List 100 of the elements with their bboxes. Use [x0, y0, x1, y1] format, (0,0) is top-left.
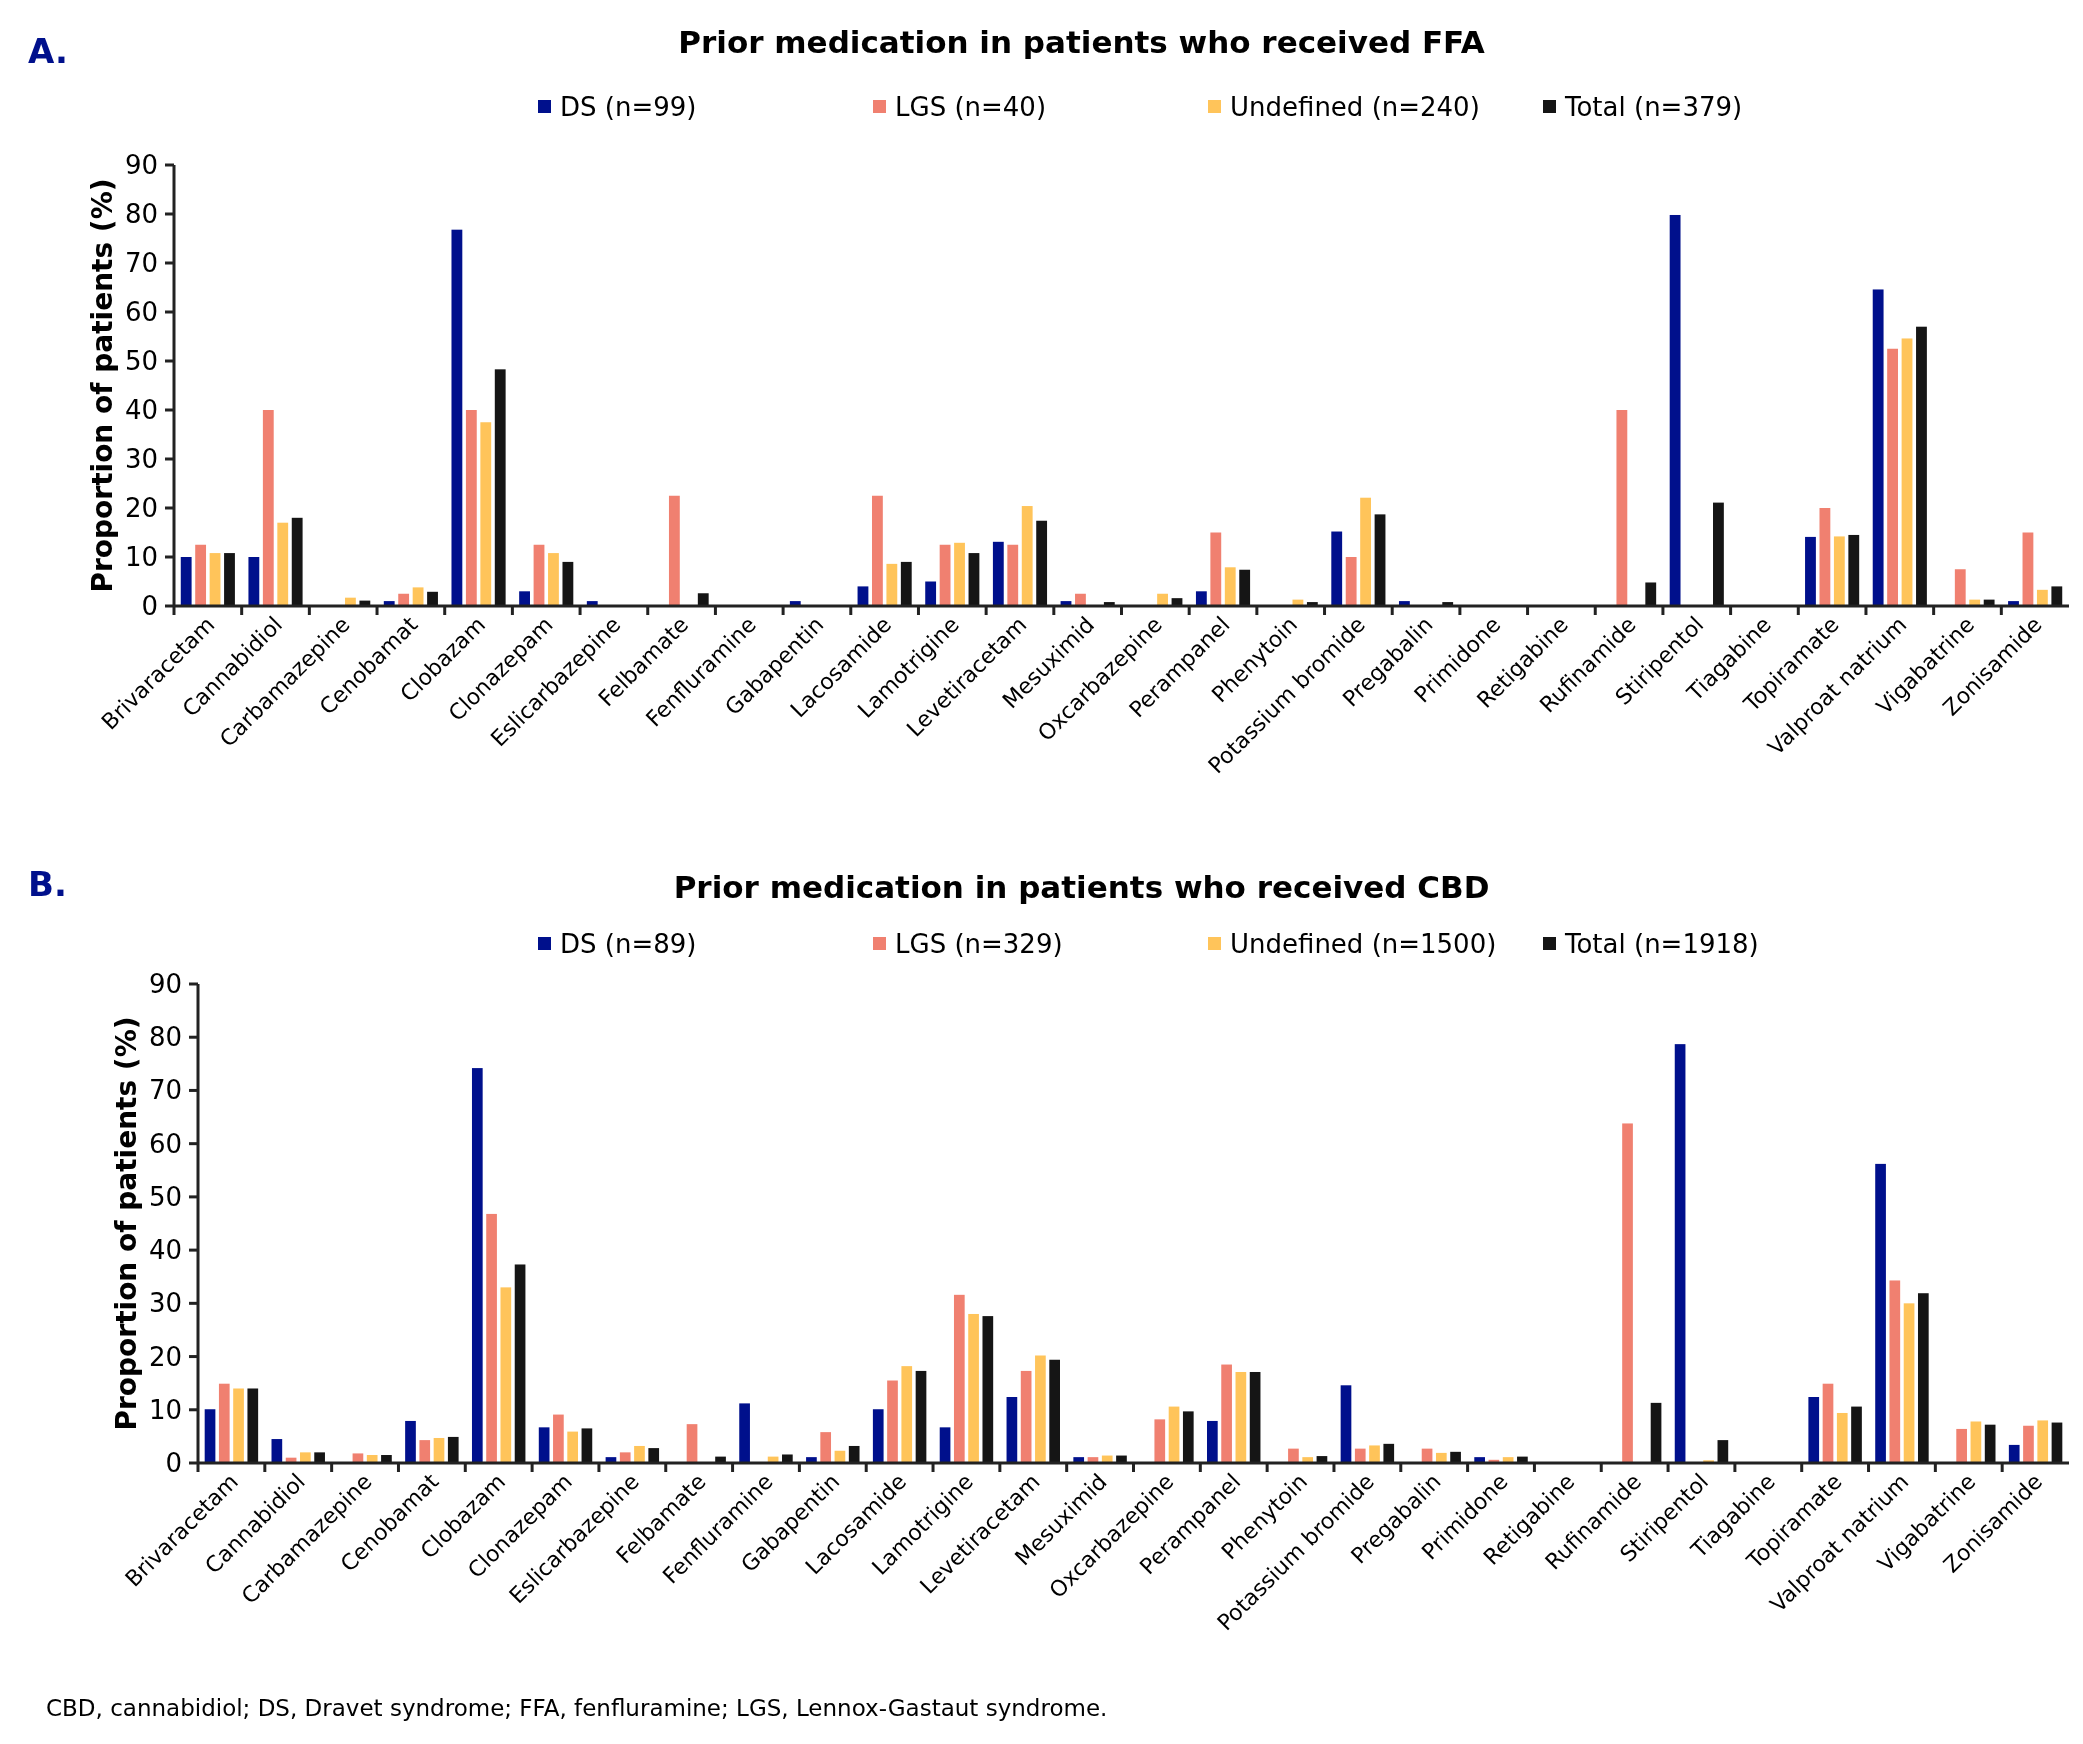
bar: [465, 410, 477, 606]
bar: [848, 1445, 860, 1463]
bar: [1049, 1359, 1060, 1463]
bar: [901, 1366, 913, 1463]
y-tick-label: 30: [124, 444, 158, 474]
bar: [1669, 214, 1681, 606]
bar: [697, 593, 709, 606]
bar: [1383, 1443, 1395, 1463]
bar: [1851, 1406, 1862, 1463]
legend-label: LGS (n=329): [895, 929, 1063, 959]
bar: [209, 553, 221, 606]
bar: [494, 369, 506, 606]
bar: [291, 517, 303, 606]
bar: [634, 1445, 645, 1463]
bar: [224, 553, 235, 606]
bar: [562, 561, 574, 606]
bar: [533, 544, 545, 606]
bar: [1808, 1397, 1820, 1463]
bar: [1168, 1406, 1180, 1463]
bar: [195, 544, 207, 606]
bar: [1822, 1383, 1834, 1463]
y-tick-label: 80: [124, 199, 158, 229]
bar: [451, 229, 463, 606]
bar: [939, 544, 951, 606]
bar: [538, 1427, 550, 1463]
bar: [262, 410, 274, 606]
bar: [1970, 1421, 1982, 1463]
bar: [1369, 1445, 1380, 1463]
bar: [1717, 1440, 1729, 1463]
bar: [233, 1388, 244, 1463]
bar: [2036, 589, 2048, 606]
bar: [433, 1437, 445, 1463]
bar: [1154, 1419, 1166, 1463]
legend-label: Undefined (n=240): [1230, 92, 1480, 122]
bar: [982, 1316, 994, 1463]
bar: [1848, 534, 1860, 606]
y-tick-label: 70: [124, 248, 158, 278]
bar: [968, 1313, 979, 1463]
bar: [1195, 591, 1207, 606]
chart-title: Prior medication in patients who received CBD: [673, 869, 1490, 905]
bar: [1249, 1371, 1261, 1463]
bar: [1007, 544, 1019, 606]
bar: [1875, 1163, 1886, 1463]
bar: [925, 581, 937, 606]
bar: [686, 1424, 698, 1463]
bar: [1956, 1428, 1967, 1463]
legend-label: Total (n=1918): [1564, 929, 1759, 959]
y-tick-label: 70: [148, 1075, 182, 1106]
bar: [247, 1388, 259, 1463]
y-tick-label: 0: [165, 1448, 182, 1478]
bar: [271, 1439, 283, 1463]
y-tick-label: 50: [148, 1181, 182, 1212]
y-axis-title: Proportion of patients (%): [86, 178, 119, 593]
bar: [1224, 567, 1236, 606]
legend-label: DS (n=89): [560, 929, 697, 959]
bar: [447, 1436, 459, 1463]
bar: [1006, 1397, 1018, 1463]
bar: [1713, 502, 1724, 606]
bar: [412, 587, 424, 606]
bar: [1207, 1420, 1218, 1463]
bar: [1984, 1424, 1996, 1463]
bar: [2051, 1422, 2063, 1463]
bar: [1345, 557, 1357, 606]
y-tick-label: 10: [148, 1394, 182, 1425]
bar: [1836, 1412, 1848, 1463]
bar: [1674, 1044, 1686, 1463]
bar: [300, 1452, 311, 1463]
bar: [648, 1448, 660, 1463]
y-tick-label: 30: [148, 1288, 182, 1319]
text: A.: [28, 31, 68, 71]
chart-title: Prior medication in patients who received FFA: [678, 24, 1485, 60]
bar: [1916, 326, 1927, 606]
bar: [1450, 1451, 1461, 1463]
bar: [820, 1432, 832, 1463]
bar: [1157, 593, 1168, 606]
bar: [968, 553, 980, 606]
bar: [953, 1294, 965, 1463]
bar: [2037, 1420, 2049, 1463]
bar: [739, 1403, 750, 1463]
legend-label: LGS (n=40): [895, 92, 1047, 122]
bar: [1360, 497, 1372, 606]
bar: [381, 1455, 392, 1463]
bar: [2008, 1444, 2020, 1463]
bar: [398, 593, 410, 606]
bar: [871, 495, 883, 606]
bar: [204, 1409, 216, 1463]
text: B.: [28, 864, 67, 904]
bar: [419, 1440, 431, 1463]
bar: [954, 542, 965, 606]
bar: [1872, 289, 1884, 606]
bar: [886, 563, 898, 606]
y-tick-label: 20: [148, 1341, 182, 1372]
bar: [1239, 569, 1251, 606]
y-tick-label: 90: [148, 969, 182, 999]
bar: [1288, 1448, 1299, 1463]
bar: [248, 557, 260, 606]
y-axis-title: Proportion of patients (%): [110, 1016, 143, 1431]
y-tick-label: 80: [148, 1022, 182, 1053]
bar: [1917, 1293, 1929, 1463]
bar: [581, 1428, 593, 1463]
